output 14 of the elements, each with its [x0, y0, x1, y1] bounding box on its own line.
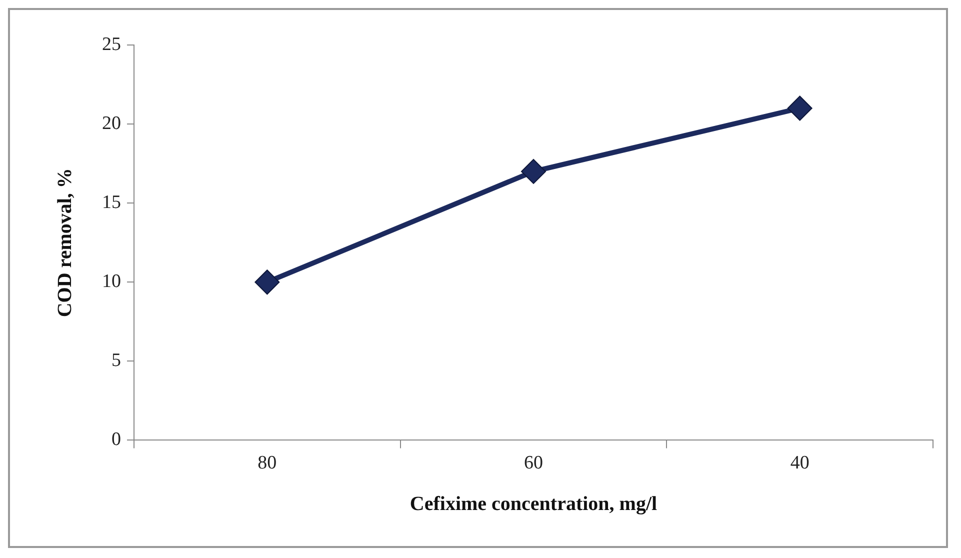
- y-tick-label: 5: [112, 350, 121, 372]
- x-tick-label: 60: [524, 452, 543, 474]
- point: [521, 158, 546, 184]
- y-tick-label: 10: [102, 271, 121, 292]
- x-axis-title: Cefixime concentration, mg/l: [410, 493, 658, 516]
- x-tick-label: 80: [258, 452, 277, 474]
- y-tick-label: 15: [102, 192, 121, 214]
- point: [787, 96, 812, 121]
- y-axis-title: COD removal, %: [54, 168, 76, 318]
- x-tick-label: 40: [790, 452, 810, 474]
- point: [254, 270, 280, 295]
- y-tick-label: 25: [102, 34, 121, 55]
- y-tick-label: 0: [112, 429, 121, 450]
- y-tick-label: 20: [102, 113, 121, 134]
